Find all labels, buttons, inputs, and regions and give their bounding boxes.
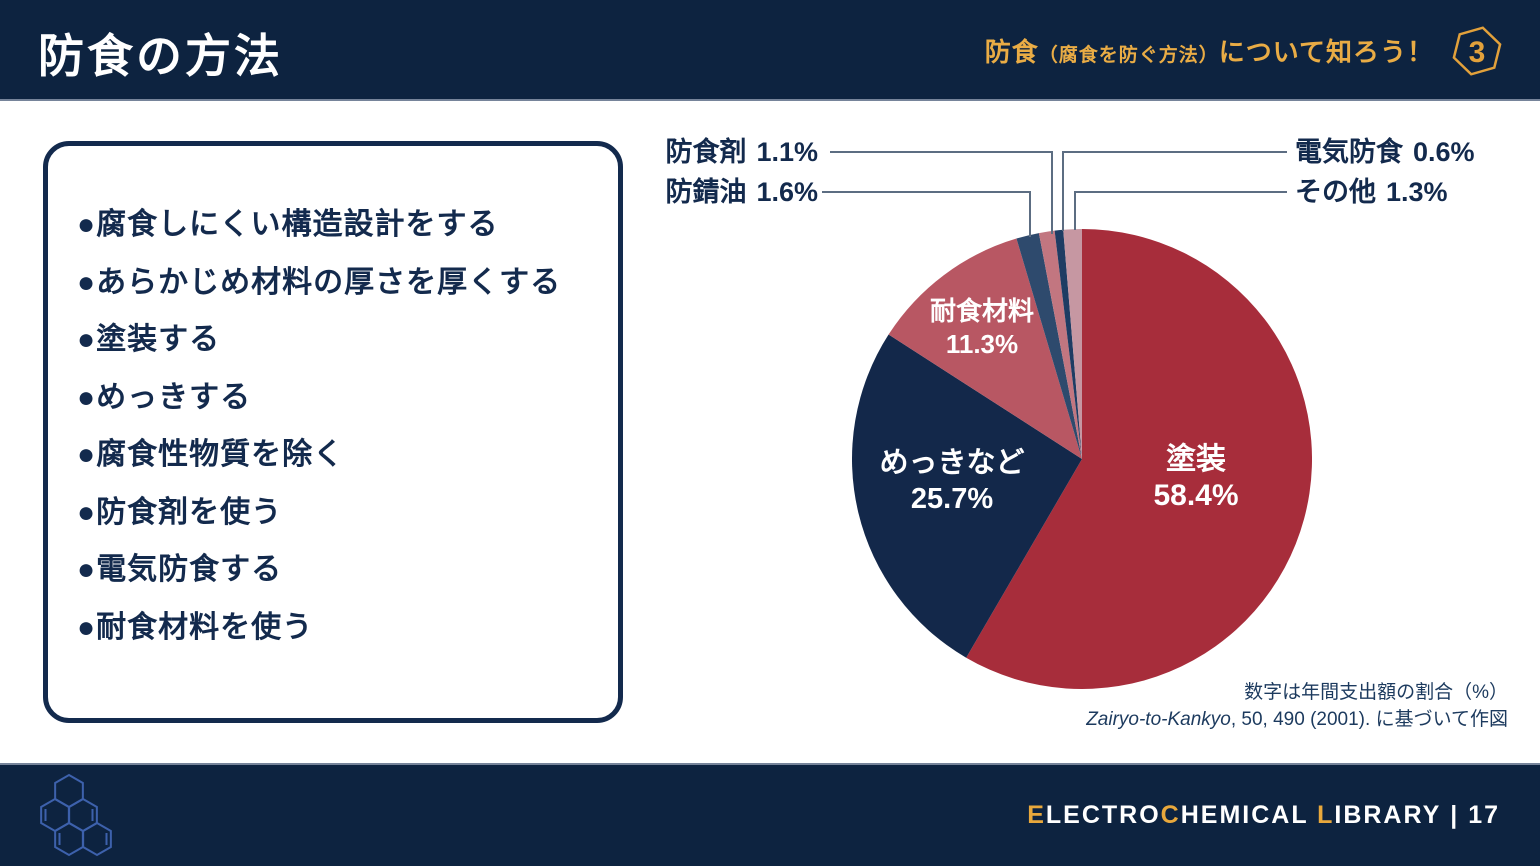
topic-paren: （腐食を防ぐ方法） <box>1038 45 1219 66</box>
list-item: ●腐食性物質を除く <box>77 438 345 471</box>
topic-suffix: について知ろう！ <box>1218 37 1434 67</box>
pie-label-taishoku: 耐食材料 11.3% <box>930 295 1034 361</box>
brand-text: IBRARY <box>1334 801 1442 829</box>
pie-slice-電気防食 <box>1054 229 1082 459</box>
pie-label-tosou: 塗装 58.4% <box>1153 442 1238 514</box>
chart-caption: 数字は年間支出額の割合（%） Zairyo-to-Kankyo, 50, 490… <box>1086 679 1508 733</box>
list-item: ●あらかじめ材料の厚さを厚くする <box>77 265 562 299</box>
list-item: ●塗装する <box>77 323 221 356</box>
pie-slice-防食剤 <box>1038 230 1082 459</box>
callout-name: 防食剤 <box>665 137 747 167</box>
page-number: 17 <box>1468 801 1500 829</box>
footer-bar: E LECTRO C HEMICAL L IBRARY | 17 <box>0 763 1540 866</box>
list-item: ●防食剤を使う <box>77 495 283 529</box>
callout-name: その他 <box>1295 177 1376 207</box>
pie-slice-耐食材料 <box>888 238 1082 459</box>
pie-slice-その他 <box>1063 229 1082 459</box>
brand-letter: L <box>1317 801 1335 829</box>
methods-list: ●腐食しにくい構造設計をする ●あらかじめ材料の厚さを厚くする ●塗装する ●め… <box>48 146 618 656</box>
caption-source-journal: Zairyo-to-Kankyo <box>1086 709 1231 730</box>
header-topic-text: 防食（腐食を防ぐ方法）について知ろう！ <box>985 32 1434 69</box>
pie-slice-塗装 <box>966 229 1312 689</box>
topic-prefix: 防食 <box>984 37 1039 67</box>
chapter-badge-hexagon-icon: 3 <box>1452 25 1502 76</box>
brand-text: LECTRO <box>1045 801 1161 829</box>
slide-content: ●腐食しにくい構造設計をする ●あらかじめ材料の厚さを厚くする ●塗装する ●め… <box>0 103 1540 763</box>
callout-denkibosyoku: 電気防食 0.6% <box>1295 135 1475 169</box>
list-item: ●電気防食する <box>77 553 283 586</box>
brand-letter: E <box>1027 801 1046 829</box>
pie-slice-防錆油 <box>1016 233 1082 459</box>
pie-slice-めっきなど <box>852 334 1082 658</box>
callout-sonota: その他 1.3% <box>1295 175 1448 209</box>
molecule-logo-icon <box>40 773 112 857</box>
caption-source: Zairyo-to-Kankyo, 50, 490 (2001). に基づいて作… <box>1086 706 1508 733</box>
pie-label-value: 58.4% <box>1153 479 1239 512</box>
leader-line-sonota <box>1074 191 1287 230</box>
pie-label-value: 25.7% <box>910 483 994 515</box>
brand-text: HEMICAL <box>1180 801 1318 829</box>
callout-name: 防錆油 <box>665 177 747 207</box>
caption-source-rest: , 50, 490 (2001). に基づいて作図 <box>1230 709 1508 730</box>
header-bar: 防食の方法 防食（腐食を防ぐ方法）について知ろう！ 3 <box>0 0 1540 101</box>
callout-value: 1.6% <box>756 177 818 207</box>
leader-line-bosyokuzai <box>830 151 1053 234</box>
methods-box: ●腐食しにくい構造設計をする ●あらかじめ材料の厚さを厚くする ●塗装する ●め… <box>43 141 623 723</box>
pie-chart <box>852 229 1312 689</box>
chapter-badge-number: 3 <box>1469 36 1486 69</box>
callout-boseiyu: 防錆油 1.6% <box>665 175 818 209</box>
callout-value: 0.6% <box>1413 137 1475 167</box>
callout-value: 1.3% <box>1386 177 1448 207</box>
pie-label-name: めっきなど <box>879 447 1025 479</box>
leader-line-denkibosyoku <box>1062 151 1287 231</box>
pie-label-value: 11.3% <box>945 329 1019 359</box>
header-topic-group: 防食（腐食を防ぐ方法）について知ろう！ 3 <box>985 0 1504 101</box>
callout-name: 電気防食 <box>1295 137 1403 167</box>
list-item: ●めっきする <box>77 380 252 414</box>
pie-label-name: 塗装 <box>1165 443 1226 476</box>
brand-separator: | <box>1441 801 1469 829</box>
pie-label-mekki: めっきなど 25.7% <box>879 445 1024 517</box>
brand-letter: C <box>1160 801 1181 829</box>
callout-bosyokuzai: 防食剤 1.1% <box>665 135 818 169</box>
caption-line1: 数字は年間支出額の割合（%） <box>1244 682 1508 703</box>
list-item: ●腐食しにくい構造設計をする <box>77 208 499 241</box>
pie-label-name: 耐食材料 <box>929 296 1035 326</box>
page-title: 防食の方法 <box>38 30 283 82</box>
list-item: ●耐食材料を使う <box>77 610 314 644</box>
footer-brand: E LECTRO C HEMICAL L IBRARY | 17 <box>1027 765 1500 866</box>
callout-value: 1.1% <box>756 137 818 167</box>
